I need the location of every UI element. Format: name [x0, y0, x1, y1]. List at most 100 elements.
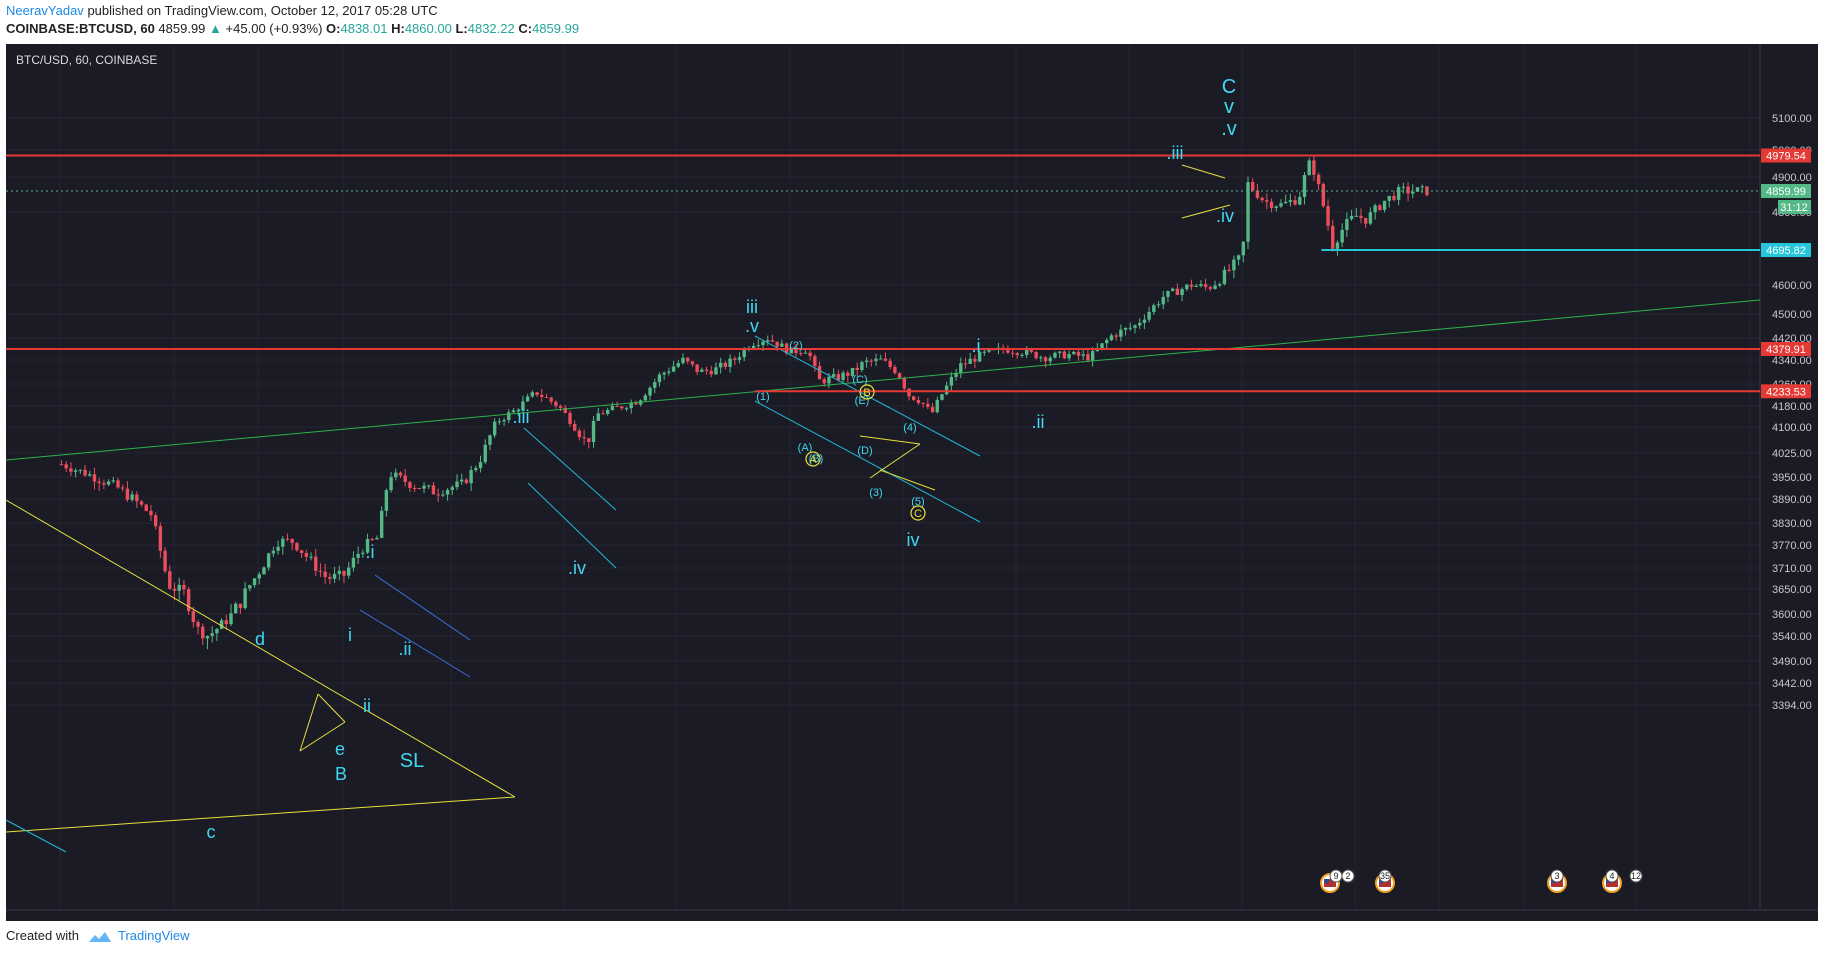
candle: [714, 362, 718, 375]
candle: [144, 503, 148, 512]
close-label: C:: [518, 21, 533, 36]
level-tag-label: 4695.82: [1766, 245, 1806, 257]
candle-body: [1340, 229, 1344, 243]
candle-body: [700, 369, 704, 372]
candle-body: [135, 494, 139, 502]
candle-body: [121, 487, 125, 489]
candle: [1349, 209, 1354, 221]
candle-body: [681, 357, 685, 364]
candle-body: [728, 358, 732, 367]
candle-body: [1072, 351, 1076, 355]
candle: [191, 606, 196, 628]
candle-body: [59, 464, 64, 466]
candle-body: [1170, 288, 1175, 291]
candle: [1316, 172, 1321, 191]
candle-body: [262, 567, 266, 575]
candle: [1081, 349, 1085, 360]
candle: [893, 364, 897, 375]
candle: [860, 360, 864, 373]
candle-body: [130, 494, 134, 500]
candle: [492, 418, 497, 438]
candle: [1053, 351, 1057, 359]
candle-body: [1109, 335, 1114, 341]
candle: [149, 504, 153, 521]
candle-body: [1269, 201, 1274, 209]
candle-body: [408, 482, 412, 488]
candle: [295, 542, 299, 552]
wave-label: (A): [798, 442, 813, 454]
last-price-tag-label: 4859.99: [1766, 186, 1806, 198]
candle-body: [610, 405, 615, 410]
candle-body: [1185, 284, 1189, 290]
wave-circle: [859, 384, 875, 400]
candle-body: [276, 546, 280, 551]
candle: [1246, 176, 1250, 250]
small-triangle-c: [299, 693, 319, 752]
candle-body: [1420, 186, 1424, 188]
price-chart[interactable]: 5100.005000.004900.004800.004600.004500.…: [6, 44, 1818, 921]
candle-body: [507, 412, 511, 421]
candle: [912, 395, 916, 401]
candle: [1203, 278, 1208, 291]
candle: [1387, 195, 1391, 208]
candle: [1015, 352, 1019, 359]
candle-body: [215, 629, 219, 634]
candle: [163, 547, 167, 574]
candle-body: [1274, 206, 1278, 209]
event-count-badge: [1629, 869, 1643, 883]
candle-body: [1378, 205, 1382, 210]
candle: [1213, 280, 1217, 290]
candle-body: [568, 412, 572, 424]
candle-body: [1043, 357, 1048, 362]
channel-wave4-lower: [754, 400, 981, 523]
candle: [926, 398, 930, 410]
candle: [535, 391, 539, 398]
wave-label: SL: [400, 750, 424, 772]
candle-body: [926, 403, 930, 407]
candle-body: [1175, 288, 1180, 296]
candle-body: [963, 363, 968, 365]
candle: [1123, 327, 1128, 336]
candle: [1298, 191, 1302, 206]
candle: [1269, 198, 1274, 213]
candle: [1072, 350, 1076, 356]
close-value: 4859.99: [532, 21, 580, 36]
candle-body: [158, 526, 163, 551]
candle: [215, 627, 219, 641]
event-count-label: 4: [1609, 871, 1614, 881]
candle: [1156, 301, 1161, 308]
candle: [704, 366, 709, 375]
candle-body: [285, 538, 290, 540]
candle: [1255, 183, 1260, 200]
wave-circle: [910, 505, 926, 521]
candle: [831, 368, 836, 379]
candle-body: [756, 345, 761, 347]
candle-body: [1010, 352, 1015, 354]
candle: [525, 393, 530, 402]
candle: [690, 360, 695, 367]
candle: [1161, 290, 1165, 309]
candle: [337, 565, 341, 581]
tradingview-logo-icon: [88, 931, 111, 942]
price-tick-label: 3650.00: [1772, 584, 1812, 596]
candle-body: [733, 358, 737, 360]
candle: [1194, 283, 1198, 288]
candle: [318, 563, 323, 577]
candle: [653, 378, 657, 394]
author-link[interactable]: NeeravYadav: [6, 3, 84, 18]
candle-body: [624, 408, 629, 410]
candle: [483, 439, 487, 465]
candle: [361, 549, 365, 558]
tradingview-link[interactable]: TradingView: [118, 928, 190, 943]
price-tick-label: 3394.00: [1772, 700, 1812, 712]
candle-body: [1156, 304, 1161, 306]
candle: [879, 354, 883, 360]
candle: [963, 357, 968, 369]
level-tag-label: 4233.53: [1766, 386, 1806, 398]
candle-body: [347, 567, 351, 576]
candle: [1185, 283, 1189, 292]
candle-body: [398, 472, 403, 476]
candle-body: [879, 358, 883, 360]
candle-body: [328, 576, 332, 579]
price-tick-label: 4340.00: [1772, 355, 1812, 367]
